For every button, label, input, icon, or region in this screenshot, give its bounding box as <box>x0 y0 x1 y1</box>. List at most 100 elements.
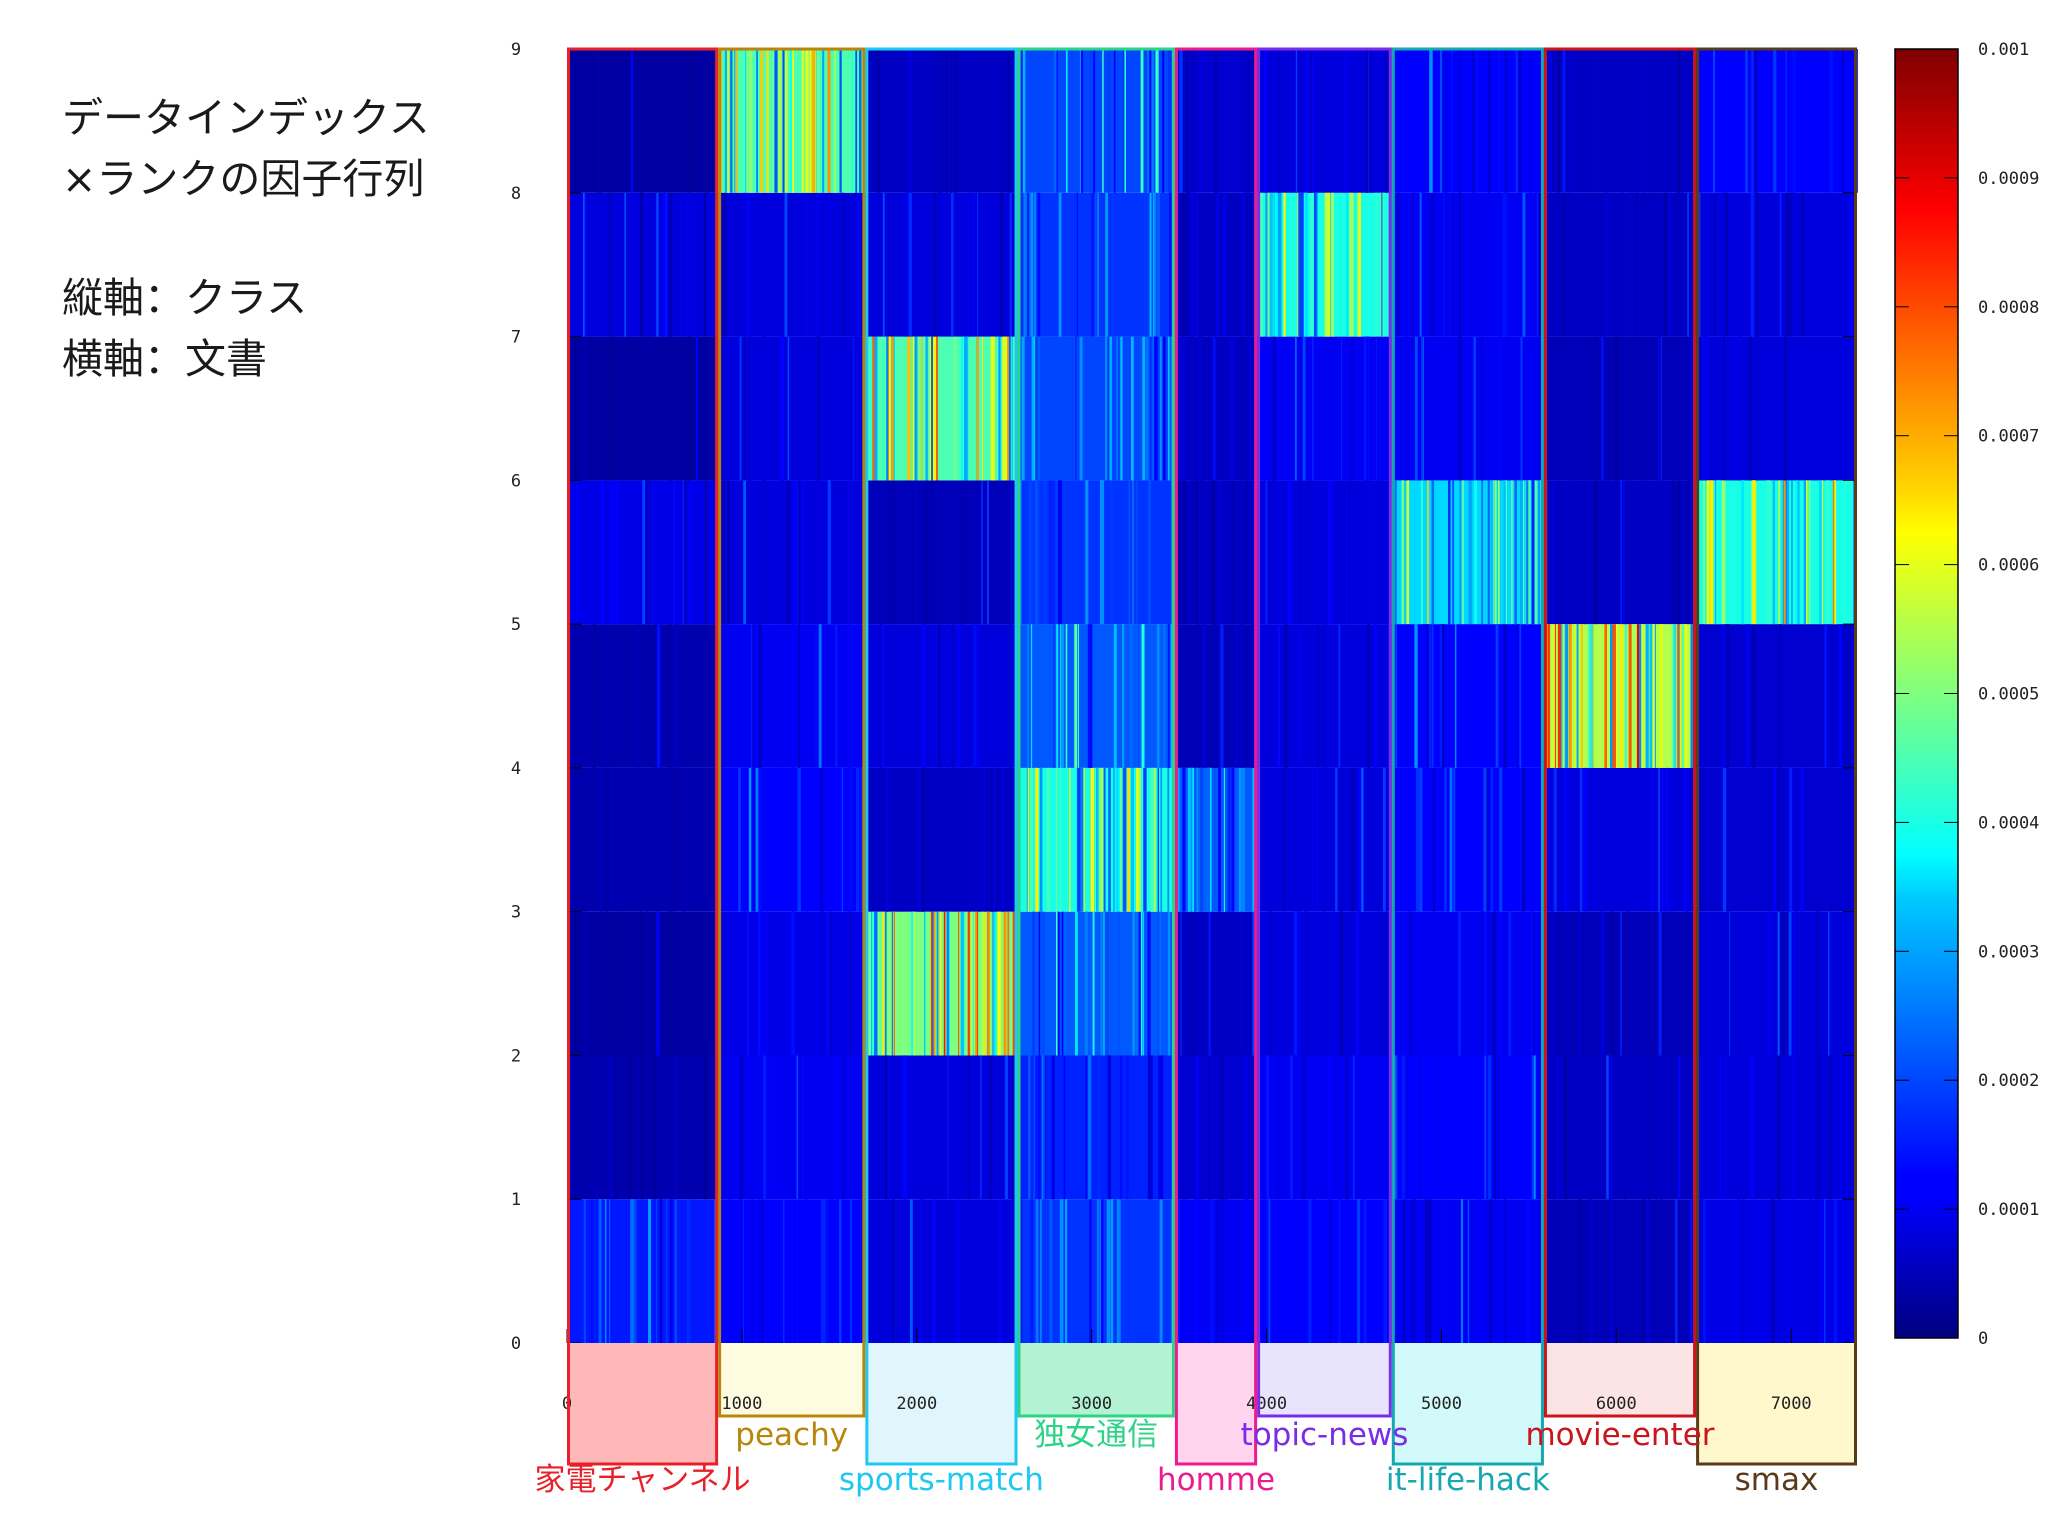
heatmap-stripe <box>1152 192 1155 337</box>
heatmap-stripe <box>1379 192 1383 337</box>
heatmap-stripe <box>1107 1055 1111 1200</box>
heatmap-stripe <box>1824 1199 1826 1343</box>
heatmap-stripe <box>1078 336 1081 481</box>
class-label-box <box>1258 1343 1391 1416</box>
heatmap-stripe <box>1419 1055 1421 1200</box>
heatmap-stripe <box>1531 480 1535 625</box>
heatmap-stripe <box>1604 192 1608 337</box>
heatmap-cell <box>865 1055 1018 1200</box>
heatmap-stripe <box>1299 480 1302 625</box>
heatmap-stripe <box>761 336 766 481</box>
heatmap-stripe <box>1411 192 1415 337</box>
heatmap-stripe <box>1085 1055 1088 1200</box>
heatmap-stripe <box>975 911 978 1056</box>
heatmap-stripe <box>1182 192 1185 337</box>
heatmap-stripe <box>1331 192 1335 337</box>
heatmap-stripe <box>1105 911 1109 1056</box>
heatmap-stripe <box>1077 624 1079 768</box>
heatmap-stripe <box>1415 336 1418 481</box>
heatmap-stripe <box>1051 1055 1055 1200</box>
heatmap-stripe <box>1217 624 1219 768</box>
heatmap-cell <box>1696 192 1857 337</box>
heatmap-stripe <box>1230 336 1234 481</box>
heatmap-stripe <box>1569 624 1572 768</box>
heatmap-stripe <box>1304 911 1308 1056</box>
heatmap-stripe <box>1794 911 1796 1056</box>
heatmap-stripe <box>758 767 761 912</box>
heatmap-stripe <box>1059 767 1062 912</box>
heatmap-stripe <box>1299 336 1303 481</box>
heatmap-stripe <box>968 767 971 912</box>
heatmap-stripe <box>1755 336 1759 481</box>
heatmap-stripe <box>1163 336 1166 481</box>
heatmap-stripe <box>931 336 933 481</box>
heatmap-stripe <box>834 1055 836 1200</box>
heatmap-stripe <box>958 911 960 1056</box>
heatmap-stripe <box>1483 767 1487 912</box>
heatmap-stripe <box>1030 624 1033 768</box>
heatmap-stripe <box>1421 336 1423 481</box>
heatmap-stripe <box>1033 192 1037 337</box>
heatmap-stripe <box>913 336 917 481</box>
heatmap-cell <box>1696 336 1857 481</box>
heatmap-stripe <box>1789 767 1792 912</box>
heatmap-stripe <box>755 624 758 768</box>
heatmap-stripe <box>778 49 782 193</box>
heatmap-cell <box>1696 624 1857 768</box>
heatmap-stripe <box>592 624 597 768</box>
heatmap-stripe <box>907 336 911 481</box>
heatmap-stripe <box>1122 624 1125 768</box>
heatmap-stripe <box>1127 767 1130 912</box>
heatmap-stripe <box>1202 624 1206 768</box>
heatmap-stripe <box>1498 480 1500 625</box>
heatmap-cell <box>1391 1055 1544 1200</box>
heatmap-stripe <box>1397 192 1400 337</box>
heatmap-stripe <box>1311 192 1313 337</box>
heatmap-stripe <box>1443 1199 1445 1343</box>
heatmap-stripe <box>993 911 997 1056</box>
heatmap-stripe <box>976 336 979 481</box>
heatmap-stripe <box>1410 1199 1413 1343</box>
heatmap-stripe <box>689 480 692 625</box>
heatmap-stripe <box>1503 624 1507 768</box>
class-label-boxes <box>568 1343 1856 1464</box>
heatmap-stripe <box>787 336 790 481</box>
heatmap-stripe <box>1726 624 1728 768</box>
heatmap-stripe <box>1784 336 1786 481</box>
heatmap-stripe <box>959 192 961 337</box>
heatmap-stripe <box>1089 624 1093 768</box>
heatmap-stripe <box>1680 49 1684 193</box>
heatmap-stripe <box>1717 480 1722 625</box>
heatmap-stripe <box>1089 1199 1092 1343</box>
heatmap-stripe <box>1786 911 1788 1056</box>
caption-title-line2: ×ランクの因子行列 <box>62 155 425 203</box>
heatmap-stripe <box>798 624 801 768</box>
heatmap-stripe <box>902 1055 905 1200</box>
heatmap-stripe <box>739 336 742 481</box>
heatmap-stripe <box>1382 192 1384 337</box>
heatmap-stripe <box>784 192 788 337</box>
heatmap-stripe <box>1260 192 1263 337</box>
heatmap-stripe <box>1080 49 1084 193</box>
heatmap-stripe <box>601 767 603 912</box>
heatmap-cell <box>1543 192 1697 337</box>
heatmap-stripe <box>648 1199 652 1343</box>
heatmap-stripe <box>1839 624 1843 768</box>
heatmap-stripe <box>937 480 939 625</box>
heatmap-cell <box>567 336 719 481</box>
heatmap-stripe <box>1311 336 1314 481</box>
heatmap-stripe <box>1190 192 1194 337</box>
class-frame <box>567 47 719 1466</box>
heatmap-stripe <box>822 911 824 1056</box>
caption-yaxis-description: 縦軸：クラス <box>62 274 308 322</box>
heatmap-stripe <box>1403 1199 1406 1343</box>
heatmap-stripe <box>839 1199 842 1343</box>
heatmap-stripe <box>823 1199 827 1343</box>
heatmap-stripe <box>1674 624 1676 768</box>
heatmap-stripe <box>1488 911 1490 1056</box>
heatmap-stripe <box>729 1055 732 1200</box>
heatmap-stripe <box>1514 480 1517 625</box>
heatmap-stripe <box>1307 480 1310 625</box>
heatmap-stripe <box>923 336 926 481</box>
heatmap-stripe <box>1154 336 1158 481</box>
